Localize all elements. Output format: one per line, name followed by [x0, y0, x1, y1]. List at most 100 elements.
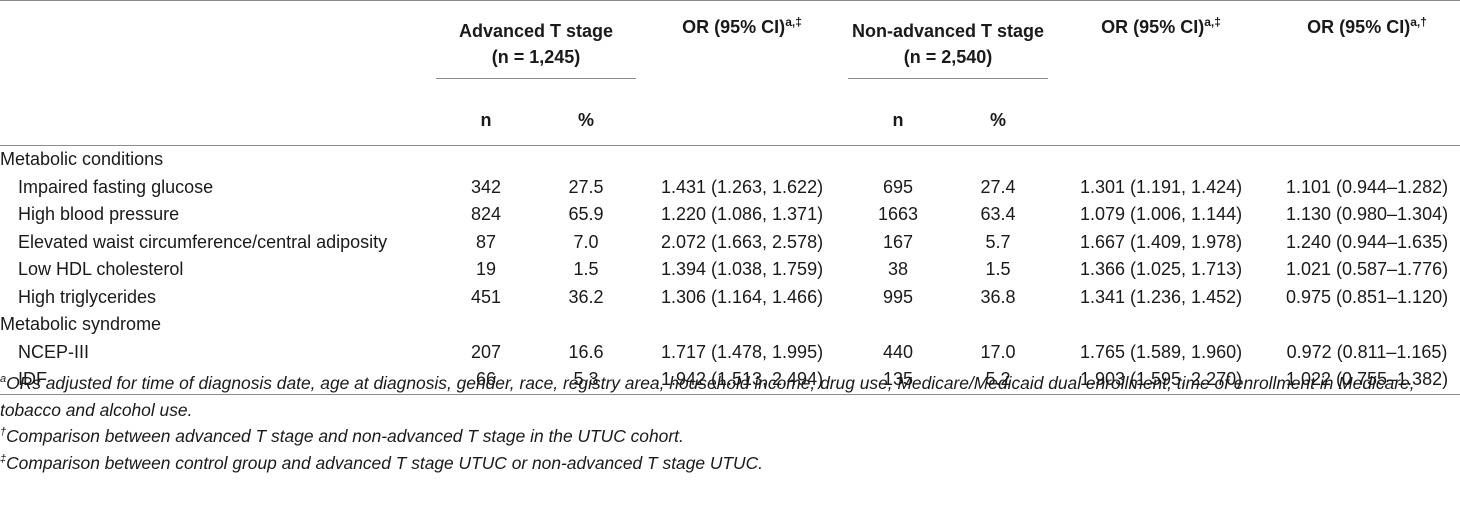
adv-pct: [536, 311, 636, 339]
adv-or: 1.306 (1.164, 1.466): [660, 286, 824, 307]
adv-pct: 36.2: [568, 286, 604, 307]
row-label: IDF: [18, 369, 47, 390]
adv-n: 207: [470, 341, 502, 362]
footnotes: aORs adjusted for time of diagnosis date…: [0, 370, 1460, 476]
nonadv-n: 167: [882, 231, 914, 252]
header-n2: n: [892, 109, 904, 130]
footnote-a: aORs adjusted for time of diagnosis date…: [0, 373, 1415, 420]
header-nonadvanced-line1: Non-advanced T stage: [852, 20, 1045, 41]
compare-or: 1.240 (0.944–1.635): [1285, 231, 1449, 252]
nonadv-pct: 27.4: [980, 176, 1016, 197]
compare-or: 1.101 (0.944–1.282): [1285, 176, 1449, 197]
header-or2: OR (95% CI)a,‡: [1101, 15, 1221, 37]
row-label: Impaired fasting glucose: [18, 176, 214, 197]
header-advanced-line2: (n = 1,245): [491, 46, 581, 67]
adv-or: 1.717 (1.478, 1.995): [660, 341, 824, 362]
header-nonadvanced-line2: (n = 2,540): [903, 46, 993, 67]
adv-n: [436, 146, 536, 174]
adv-or: 1.220 (1.086, 1.371): [660, 204, 824, 225]
adv-pct: 16.6: [568, 341, 604, 362]
compare-or: [1274, 146, 1460, 174]
table-row: NCEP-III 207 16.6 1.717 (1.478, 1.995) 440 17…: [0, 339, 1460, 367]
adv-pct: 27.5: [568, 176, 604, 197]
header-nonadvanced-group: Non-advanced T stage (n = 2,540): [848, 1, 1049, 96]
row-label: Metabolic conditions: [0, 149, 164, 170]
nonadv-pct: 17.0: [980, 341, 1016, 362]
adv-n: 451: [470, 286, 502, 307]
nonadv-n: 38: [888, 259, 909, 280]
nonadv-or: [1048, 146, 1274, 174]
nonadv-pct: 63.4: [980, 204, 1016, 225]
nonadv-or: 1.366 (1.025, 1.713): [1079, 259, 1243, 280]
nonadv-or: 1.079 (1.006, 1.144): [1079, 204, 1243, 225]
nonadv-or: 1.765 (1.589, 1.960): [1079, 341, 1243, 362]
row-label: Metabolic syndrome: [0, 314, 162, 335]
nonadv-pct: 5.7: [985, 231, 1011, 252]
header-row-groups: Advanced T stage (n = 1,245) OR (95% CI)…: [0, 0, 1460, 96]
row-label: High triglycerides: [18, 286, 157, 307]
nonadv-n: 440: [882, 341, 914, 362]
nonadv-pct: 5.2: [985, 369, 1011, 390]
nonadv-n: [848, 311, 948, 339]
compare-or: 1.022 (0.755–1.382): [1285, 369, 1449, 390]
results-table: Advanced T stage (n = 1,245) OR (95% CI)…: [0, 0, 1460, 394]
header-or1: OR (95% CI)a,‡: [682, 15, 802, 37]
adv-pct: [536, 146, 636, 174]
table-row: Impaired fasting glucose 342 27.5 1.431 (1.…: [0, 174, 1460, 202]
row-label: High blood pressure: [18, 204, 180, 225]
adv-pct: 5.3: [573, 369, 599, 390]
adv-or: 2.072 (1.663, 2.578): [660, 231, 824, 252]
header-pct1: %: [578, 109, 595, 130]
nonadv-pct: 36.8: [980, 286, 1016, 307]
footnote-dagger: †Comparison between advanced T stage and…: [0, 426, 684, 446]
adv-pct: 7.0: [573, 231, 599, 252]
nonadv-or: 1.301 (1.191, 1.424): [1079, 176, 1243, 197]
adv-n: 87: [475, 231, 497, 252]
header-or3: OR (95% CI)a,†: [1307, 15, 1427, 37]
footnote-double-dagger: ‡Comparison between control group and ad…: [0, 452, 764, 473]
row-label: NCEP-III: [18, 341, 90, 362]
header-advanced-line1: Advanced T stage: [458, 20, 614, 41]
adv-pct: 1.5: [573, 259, 599, 280]
header-row-sub: n % n %: [0, 95, 1460, 146]
header-advanced-group: Advanced T stage (n = 1,245): [436, 1, 637, 96]
adv-or: [636, 146, 848, 174]
nonadv-or: 1.667 (1.409, 1.978): [1079, 231, 1243, 252]
table-row: Metabolic syndrome: [0, 311, 1460, 339]
nonadv-n: 1663: [877, 204, 919, 225]
compare-or: 0.975 (0.851–1.120): [1285, 286, 1449, 307]
compare-or: 1.021 (0.587–1.776): [1285, 259, 1449, 280]
nonadv-pct: 1.5: [985, 259, 1011, 280]
adv-n: 66: [475, 369, 497, 390]
row-label: Low HDL cholesterol: [18, 259, 184, 280]
header-blank: [0, 1, 436, 96]
nonadv-n: 695: [882, 176, 914, 197]
table-row: Low HDL cholesterol 19 1.5 1.394 (1.038, 1.…: [0, 256, 1460, 284]
nonadv-pct: [948, 146, 1048, 174]
nonadv-n: [848, 146, 948, 174]
table-row: IDF 66 5.3 1.942 (1.513, 2.494) 135 5.2 1.903 …: [0, 366, 1460, 394]
nonadv-or: 1.341 (1.236, 1.452): [1079, 286, 1243, 307]
adv-pct: 65.9: [568, 204, 604, 225]
table-row: High blood pressure 824 65.9 1.220 (1.086, …: [0, 201, 1460, 229]
header-pct2: %: [990, 109, 1007, 130]
header-n1: n: [480, 109, 492, 130]
nonadv-n: 135: [882, 369, 914, 390]
nonadv-or: 1.903 (1.595, 2.270): [1079, 369, 1243, 390]
table-row: Metabolic conditions: [0, 146, 1460, 174]
row-label: Elevated waist circumference/central adi…: [18, 231, 388, 252]
compare-or: [1274, 311, 1460, 339]
compare-or: 0.972 (0.811–1.165): [1286, 341, 1448, 362]
adv-or: [636, 311, 848, 339]
adv-or: 1.431 (1.263, 1.622): [660, 176, 824, 197]
adv-or: 1.394 (1.038, 1.759): [660, 259, 824, 280]
nonadv-or: [1048, 311, 1274, 339]
table-row: High triglycerides 451 36.2 1.306 (1.164, 1…: [0, 284, 1460, 312]
adv-or: 1.942 (1.513, 2.494): [660, 369, 824, 390]
table-row: Elevated waist circumference/central adi…: [0, 229, 1460, 257]
nonadv-n: 995: [882, 286, 914, 307]
adv-n: 19: [475, 259, 497, 280]
adv-n: 824: [470, 204, 502, 225]
compare-or: 1.130 (0.980–1.304): [1285, 204, 1449, 225]
